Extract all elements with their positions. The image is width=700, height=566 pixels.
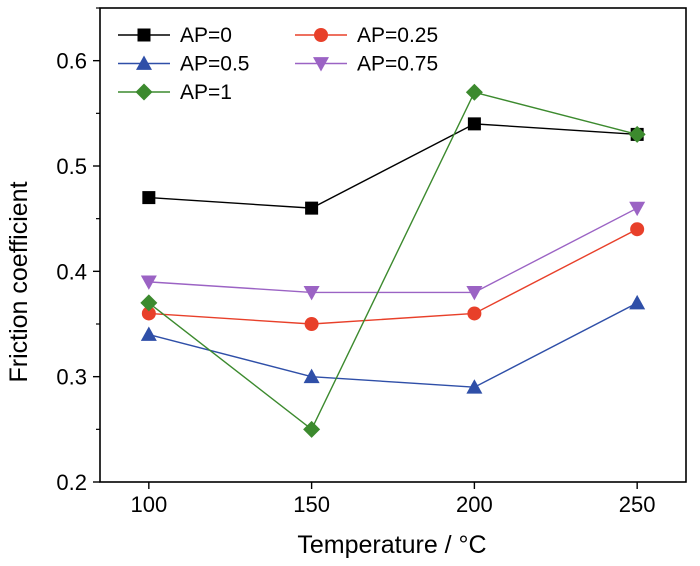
data-point xyxy=(628,125,646,143)
legend-marker xyxy=(314,28,328,42)
legend-label: AP=0.25 xyxy=(357,24,438,47)
legend-marker xyxy=(135,83,153,101)
legend-marker xyxy=(136,55,152,70)
data-point xyxy=(305,201,319,215)
data-point xyxy=(465,83,483,101)
data-point xyxy=(466,379,483,394)
legend-item: AP=0.5 xyxy=(118,53,249,76)
data-point xyxy=(140,275,157,290)
x-axis-title: Temperature / °C xyxy=(297,531,486,559)
data-point xyxy=(304,317,319,331)
data-point xyxy=(141,306,156,321)
legend-label: AP=0.75 xyxy=(357,53,438,76)
y-axis-title: Friction coefficient xyxy=(5,181,33,382)
series-line xyxy=(148,123,638,209)
legend-marker xyxy=(137,28,151,42)
data-point xyxy=(630,222,645,237)
data-point xyxy=(303,286,320,301)
legend-label: AP=0 xyxy=(180,24,232,47)
y-tick-label: 0.5 xyxy=(56,154,87,179)
legend-label: AP=1 xyxy=(180,81,232,104)
data-point xyxy=(303,368,320,384)
data-point xyxy=(629,294,646,310)
legend-item: AP=0 xyxy=(118,24,232,47)
y-tick-label: 0.4 xyxy=(56,259,87,284)
data-point xyxy=(303,420,321,438)
series-line xyxy=(148,228,638,325)
y-tick-label: 0.6 xyxy=(56,49,87,74)
data-point xyxy=(140,326,157,341)
plot-frame xyxy=(99,7,687,483)
x-tick-label: 100 xyxy=(130,492,167,517)
legend-item: AP=0.75 xyxy=(295,53,438,76)
data-point xyxy=(142,191,156,205)
data-point xyxy=(466,286,483,301)
legend-item: AP=1 xyxy=(118,81,232,104)
x-tick-label: 200 xyxy=(456,492,493,517)
legend-marker xyxy=(313,57,329,72)
legend: AP=0 AP=0.25 AP=0.5 AP=0.75 AP=1 xyxy=(118,24,438,104)
data-point xyxy=(629,201,646,217)
data-point xyxy=(467,117,481,131)
y-tick-label: 0.3 xyxy=(56,365,87,390)
y-tick-label: 0.2 xyxy=(56,470,87,495)
legend-item: AP=0.25 xyxy=(295,24,438,47)
series-AP=1 xyxy=(140,83,646,438)
series-AP=0.75 xyxy=(140,201,646,301)
x-tick-label: 150 xyxy=(293,492,330,517)
legend-label: AP=0.5 xyxy=(180,53,249,76)
series-line xyxy=(148,91,638,431)
data-point xyxy=(140,294,158,312)
x-tick-label: 250 xyxy=(619,492,656,517)
data-point xyxy=(467,306,482,321)
series-AP=0 xyxy=(142,117,644,215)
series-line xyxy=(148,302,638,388)
series-AP=0.5 xyxy=(140,294,646,394)
series-AP=0.25 xyxy=(141,222,645,331)
series-line xyxy=(148,207,638,294)
